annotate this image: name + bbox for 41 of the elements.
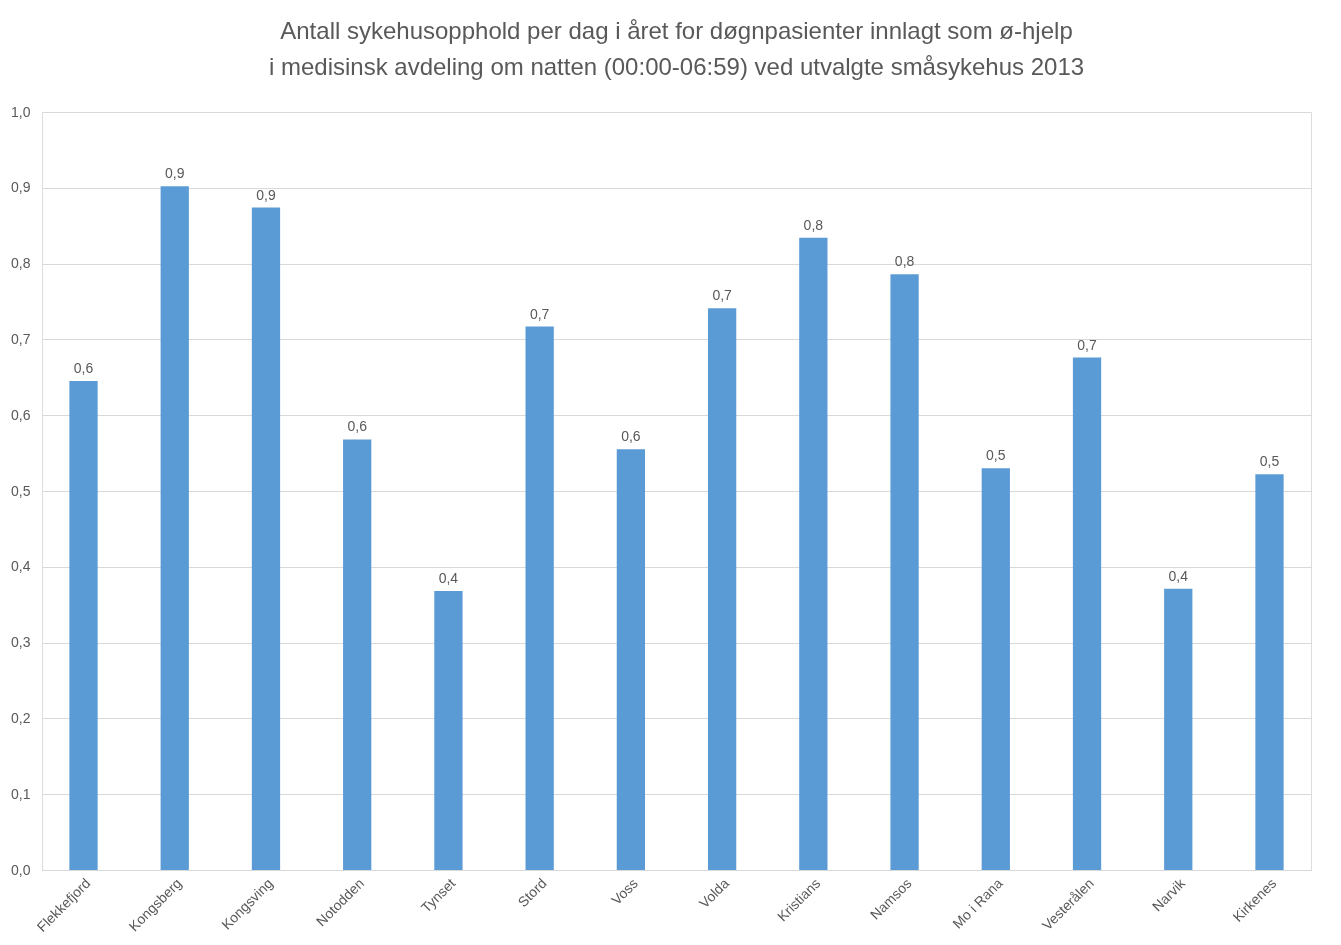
y-tick-label: 0,9 xyxy=(11,179,31,196)
y-tick-label: 0,7 xyxy=(11,330,31,347)
bar xyxy=(799,237,828,870)
data-label: 0,7 xyxy=(712,287,733,304)
bar xyxy=(343,439,372,870)
bar xyxy=(525,326,554,870)
bar xyxy=(616,449,646,870)
y-tick-label: 0,6 xyxy=(11,406,31,423)
data-label: 0,7 xyxy=(529,305,550,322)
bar xyxy=(1255,474,1284,870)
y-tick-label: 0,3 xyxy=(11,634,31,651)
chart-title: Antall sykehusopphold per dag i året for døgnpasienter innlagt som ø-hjelp i medisinsk avdeling om natten (00:00-06:59) ved utvalgte småsykehus 2013 xyxy=(268,17,1085,80)
data-label: 0,9 xyxy=(256,186,276,203)
y-tick-label: 0,1 xyxy=(11,785,31,802)
bar xyxy=(707,308,737,870)
y-tick-label: 1,0 xyxy=(11,103,31,120)
data-label: 0,5 xyxy=(986,447,1006,464)
bar xyxy=(1072,357,1102,870)
bar xyxy=(434,591,463,870)
bar xyxy=(890,274,919,870)
data-label: 0,4 xyxy=(1168,567,1189,584)
y-tick-label: 0,5 xyxy=(11,482,31,499)
bar xyxy=(69,381,98,870)
data-label: 0,5 xyxy=(1259,453,1280,470)
bar xyxy=(251,207,281,870)
bar xyxy=(160,186,189,870)
x-tick-label: Voss xyxy=(608,875,641,908)
bar xyxy=(1164,588,1193,870)
data-label: 0,9 xyxy=(165,165,185,182)
data-label: 0,6 xyxy=(347,418,368,435)
y-tick-label: 0,2 xyxy=(11,709,31,726)
data-label: 0,6 xyxy=(73,360,94,377)
data-label: 0,8 xyxy=(894,253,915,270)
data-label: 0,6 xyxy=(621,428,641,445)
bar xyxy=(981,468,1010,870)
data-label: 0,8 xyxy=(803,216,824,233)
data-label: 0,4 xyxy=(438,570,459,587)
y-tick-label: 0,4 xyxy=(11,558,31,575)
data-label: 0,7 xyxy=(1077,336,1097,353)
y-tick-label: 0,0 xyxy=(11,861,31,878)
y-tick-label: 0,8 xyxy=(11,255,31,272)
